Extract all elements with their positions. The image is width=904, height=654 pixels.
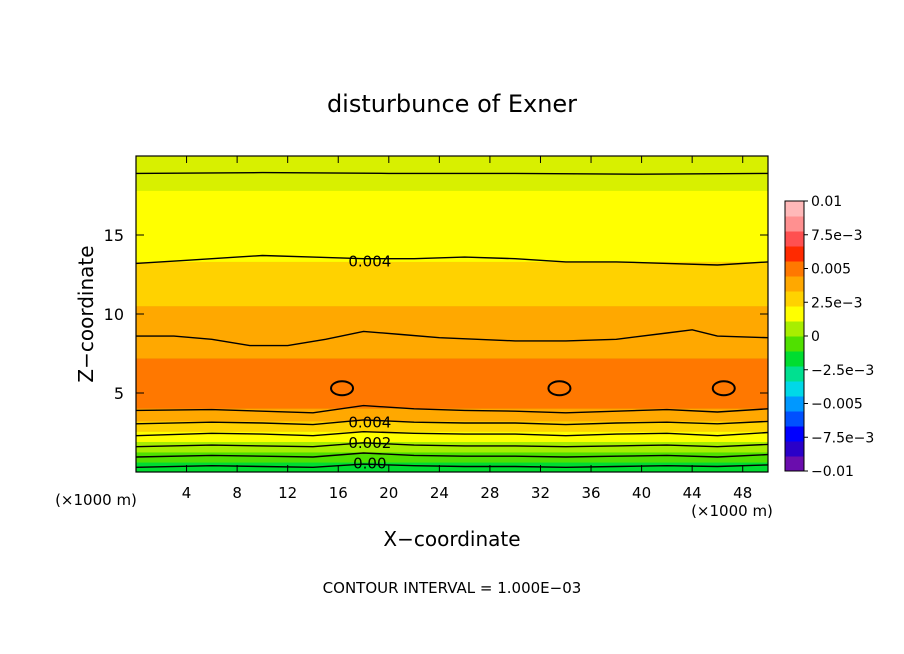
- colorbar-cell-14: [785, 246, 804, 262]
- x-tick-label-8: 36: [581, 484, 600, 502]
- closed-contour-2: [711, 380, 736, 397]
- contour-band-1: [136, 452, 768, 463]
- y-tick-label-1: 10: [104, 305, 124, 324]
- closed-contour-0: [330, 380, 355, 397]
- colorbar-cell-12: [785, 276, 804, 292]
- contour-line-7: [136, 254, 768, 266]
- y-tick-label-2: 15: [104, 226, 124, 245]
- colorbar-cell-2: [785, 426, 804, 442]
- colorbar-cell-0: [785, 456, 804, 472]
- x-tick-label-7: 32: [531, 484, 550, 502]
- x-tick-label-9: 40: [632, 484, 651, 502]
- colorbar-tick-label-5: −2.5e−3: [811, 363, 874, 379]
- contour-line-5: [136, 404, 768, 414]
- x-tick-label-10: 44: [683, 484, 702, 502]
- contour-band-6: [136, 358, 768, 409]
- chart-title: disturbunce of Exner: [327, 90, 577, 118]
- colorbar-cell-13: [785, 261, 804, 277]
- colorbar-tick-label-3: 2.5e−3: [811, 295, 863, 311]
- contour-interval-footer: CONTOUR INTERVAL = 1.000E−03: [323, 579, 582, 597]
- contour-line-8: [136, 171, 768, 175]
- contour-band-3: [136, 431, 768, 442]
- contour-band-4: [136, 421, 768, 432]
- contour-line-4: [136, 419, 768, 426]
- contour-band-10: [136, 159, 768, 191]
- x-unit-right: (×1000 m): [691, 502, 773, 520]
- colorbar-tick-label-1: 7.5e−3: [811, 228, 863, 244]
- colorbar-cell-16: [785, 216, 804, 232]
- colorbar-cell-10: [785, 306, 804, 322]
- contour-band-7: [136, 306, 768, 359]
- contour-band-9: [136, 190, 768, 262]
- contour-line-3: [136, 430, 768, 437]
- x-tick-label-2: 12: [278, 484, 297, 502]
- x-axis-label: X−coordinate: [383, 527, 520, 551]
- x-tick-label-0: 4: [182, 484, 192, 502]
- x-tick-label-1: 8: [232, 484, 242, 502]
- x-unit-left: (×1000 m): [55, 491, 137, 509]
- contour-band-0: [136, 462, 768, 472]
- colorbar-cell-5: [785, 381, 804, 397]
- contour-band-8: [136, 261, 768, 307]
- x-tick-label-11: 48: [733, 484, 752, 502]
- contour-line-0: [136, 463, 768, 469]
- y-tick-label-0: 5: [114, 384, 124, 403]
- colorbar-cell-7: [785, 351, 804, 367]
- colorbar-cell-3: [785, 411, 804, 427]
- colorbar-cell-11: [785, 291, 804, 307]
- colorbar-tick-label-4: 0: [811, 329, 820, 345]
- colorbar-tick-label-6: −0.005: [811, 397, 863, 413]
- x-tick-label-4: 20: [379, 484, 398, 502]
- contour-label-0: 0.004: [348, 252, 391, 270]
- colorbar-cell-1: [785, 441, 804, 457]
- contour-line-2: [136, 442, 768, 448]
- colorbar-cell-9: [785, 321, 804, 337]
- colorbar-tick-label-2: 0.005: [811, 262, 851, 278]
- colorbar-cell-15: [785, 231, 804, 247]
- colorbar-tick-label-8: −0.01: [811, 464, 854, 480]
- colorbar-cell-17: [785, 201, 804, 217]
- contour-line-6: [136, 329, 768, 347]
- contour-label-3: 0.00: [353, 455, 386, 473]
- x-tick-label-5: 24: [430, 484, 449, 502]
- y-axis-label: Z−coordinate: [74, 245, 98, 382]
- closed-contour-1: [547, 380, 572, 397]
- x-tick-label-6: 28: [480, 484, 499, 502]
- colorbar-cell-8: [785, 336, 804, 352]
- contour-band-2: [136, 441, 768, 453]
- contour-line-1: [136, 452, 768, 458]
- colorbar-tick-label-0: 0.01: [811, 194, 842, 210]
- colorbar: 0.01 7.5e−3 0.005 2.5e−3 0 −2.5e−3 −0.005 −7.5e…: [784, 194, 874, 480]
- colorbar-tick-label-7: −7.5e−3: [811, 430, 874, 446]
- x-tick-label-3: 16: [329, 484, 348, 502]
- contour-label-2: 0.002: [348, 434, 391, 452]
- colorbar-cell-6: [785, 366, 804, 382]
- contour-label-1: 0.004: [348, 413, 391, 431]
- colorbar-cell-4: [785, 396, 804, 412]
